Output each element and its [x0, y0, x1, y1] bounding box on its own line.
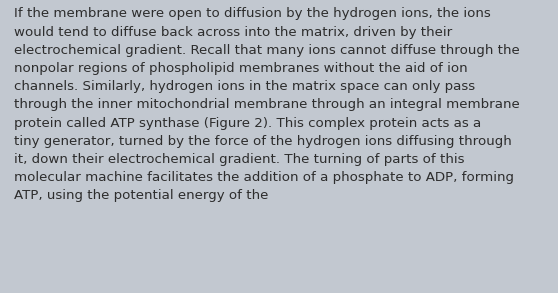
Text: If the membrane were open to diffusion by the hydrogen ions, the ions
would tend: If the membrane were open to diffusion b… [14, 7, 519, 202]
